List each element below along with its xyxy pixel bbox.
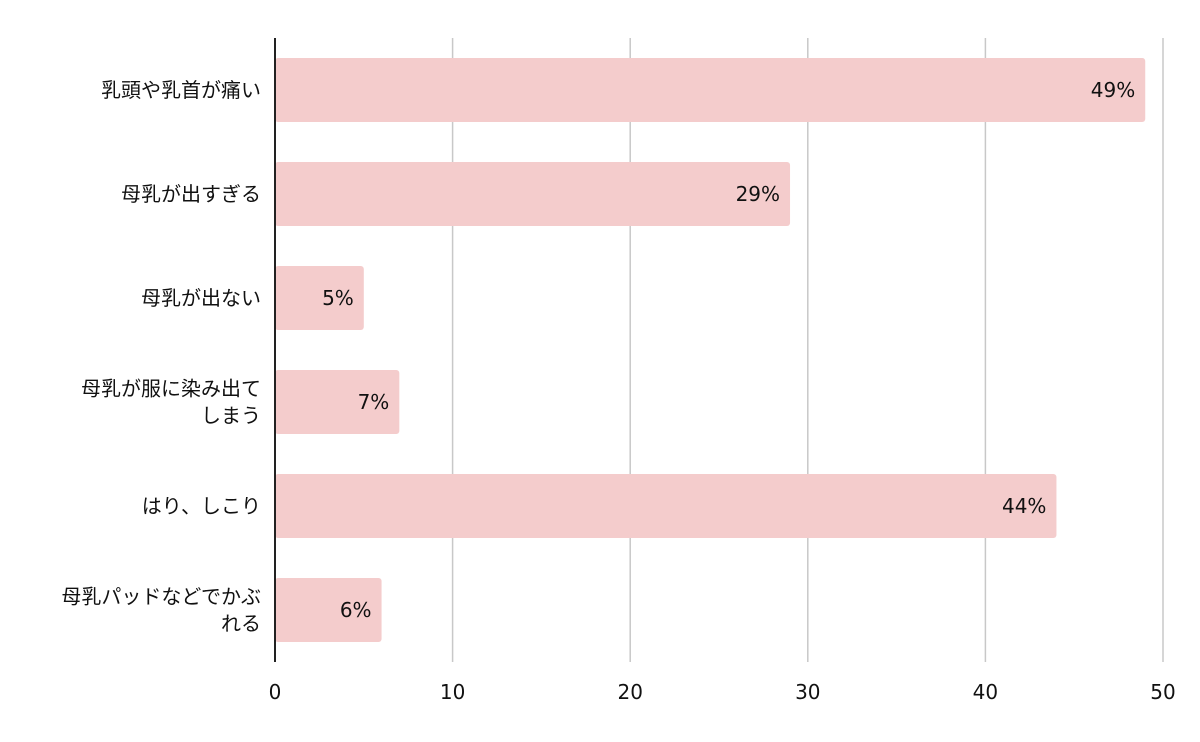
category-label: はり、しこり (142, 494, 261, 518)
category-label-line: しまう (201, 404, 261, 428)
bar (275, 162, 791, 226)
category-label: 母乳が出ない (141, 286, 261, 310)
labels: 0 10 20 30 40 50 49% 乳頭や乳首が痛い 29% 母乳が出すぎる 5% 母乳が出ない… (61, 78, 1175, 704)
bars (275, 58, 1146, 642)
x-tick-label: 10 (440, 680, 465, 704)
data-label: 6% (340, 598, 372, 622)
category-label-line: 乳頭や乳首が痛い (101, 78, 261, 102)
category-label-line: 母乳が服に染み出て (81, 377, 261, 401)
x-tick-label: 40 (973, 680, 998, 704)
bar (275, 370, 400, 434)
bar (275, 578, 382, 642)
bar (275, 266, 364, 330)
category-label-line: 母乳パッドなどでかぶ (61, 585, 261, 609)
category-label: 母乳が服に染み出てしまう (81, 377, 261, 428)
category-label: 乳頭や乳首が痛い (101, 78, 261, 102)
x-tick-label: 0 (269, 680, 282, 704)
data-label: 5% (322, 286, 354, 310)
category-label: 母乳パッドなどでかぶれる (61, 585, 261, 636)
category-label-line: 母乳が出ない (141, 286, 261, 310)
category-label-line: はり、しこり (142, 494, 261, 518)
data-label: 29% (736, 182, 780, 206)
data-label: 7% (358, 390, 390, 414)
data-label: 49% (1091, 78, 1135, 102)
x-tick-label: 50 (1150, 680, 1175, 704)
x-tick-label: 20 (617, 680, 642, 704)
gridlines (451, 38, 1164, 662)
category-label: 母乳が出すぎる (121, 182, 261, 206)
category-label-line: れる (221, 612, 261, 636)
data-label: 44% (1002, 494, 1046, 518)
bar (275, 474, 1057, 538)
bar (275, 58, 1146, 122)
category-label-line: 母乳が出すぎる (121, 182, 261, 206)
x-tick-label: 30 (795, 680, 820, 704)
